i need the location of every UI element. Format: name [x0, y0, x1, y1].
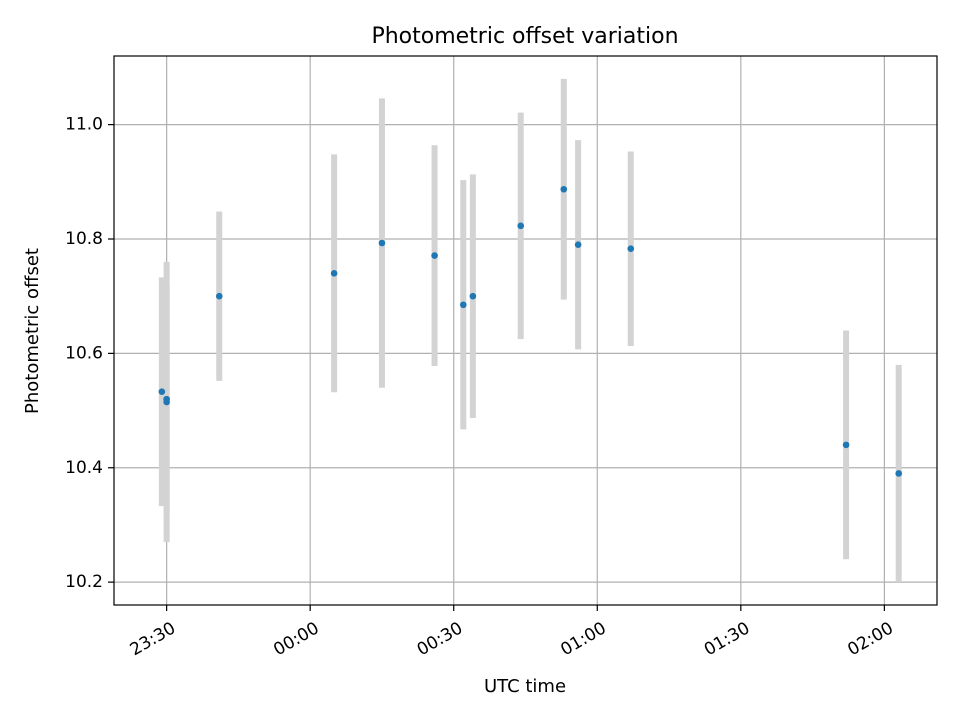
data-point [459, 301, 467, 309]
x-tick-label: 00:30 [414, 618, 466, 660]
data-point [158, 388, 166, 395]
x-tick-label: 01:30 [701, 618, 753, 660]
x-tick-label: 00:00 [270, 618, 322, 660]
y-tick-label: 10.4 [65, 458, 103, 478]
x-tick-label: 23:30 [127, 618, 179, 660]
plot-frame [113, 55, 938, 606]
data-point [469, 292, 477, 300]
y-tick-label: 10.6 [65, 343, 103, 363]
data-point [842, 441, 850, 449]
x-tick-label: 02:00 [844, 618, 896, 660]
data-point [574, 241, 582, 249]
data-point [560, 185, 568, 193]
y-tick-label: 10.2 [65, 572, 103, 592]
chart-title: Photometric offset variation [371, 24, 678, 49]
data-point [215, 292, 223, 300]
data-point [163, 395, 170, 403]
x-tick-labels: 23:30 00:00 00:30 01:00 01:30 02:00 [127, 618, 897, 660]
y-tick-labels: 10.2 10.4 10.6 10.8 11.0 [65, 115, 103, 593]
data-points [158, 185, 903, 477]
y-axis-title: Photometric offset [22, 248, 43, 414]
y-tick-label: 11.0 [65, 115, 103, 135]
grid-lines [114, 56, 937, 605]
data-point [517, 222, 525, 230]
data-point [431, 252, 438, 259]
data-point [895, 470, 903, 477]
axis-ticks [108, 124, 885, 611]
x-tick-label: 01:00 [557, 618, 609, 660]
data-point [627, 245, 635, 253]
error-bars [158, 78, 902, 583]
y-tick-label: 10.8 [65, 229, 103, 249]
x-axis-title: UTC time [484, 676, 566, 697]
data-point [330, 270, 338, 277]
data-point [378, 239, 386, 247]
